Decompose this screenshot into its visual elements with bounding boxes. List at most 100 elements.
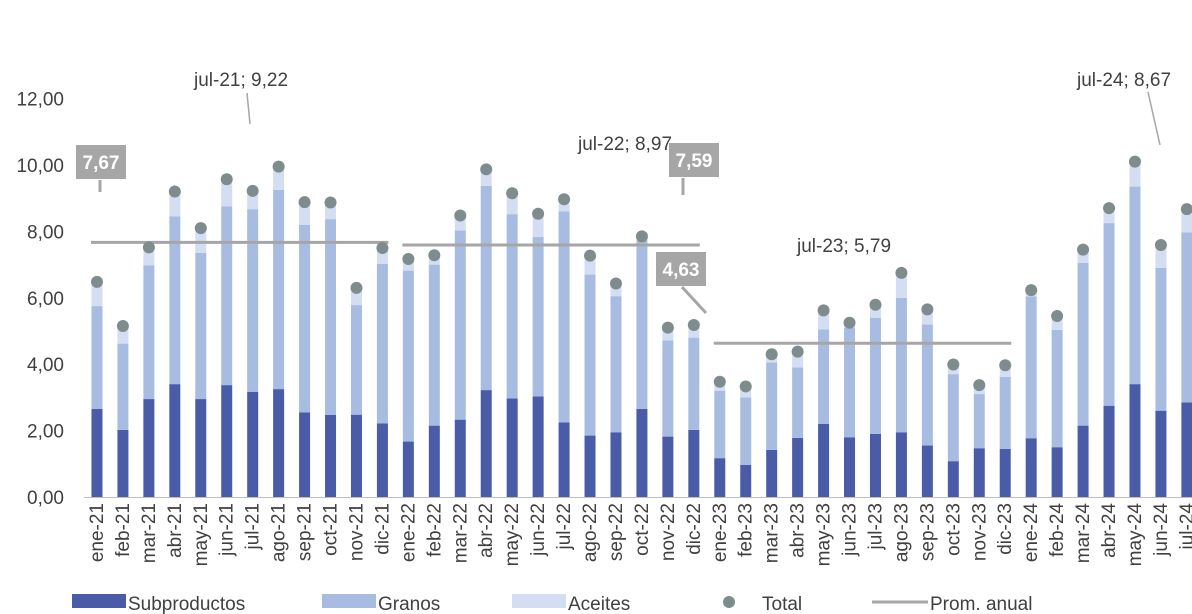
legend-label: Prom. anual bbox=[930, 594, 1032, 614]
x-tick-label: may-24 bbox=[1125, 503, 1146, 567]
total-marker bbox=[661, 321, 674, 334]
bar-aceites bbox=[558, 199, 570, 212]
bar-granos bbox=[1181, 232, 1192, 403]
bar-granos bbox=[688, 337, 700, 430]
x-tick-label: jul-21 bbox=[243, 503, 264, 550]
total-marker bbox=[1154, 239, 1167, 252]
bar-subproductos bbox=[869, 433, 881, 497]
average-label: 7,67 bbox=[83, 153, 120, 174]
bar-aceites bbox=[1051, 316, 1063, 331]
x-tick-label: ago-23 bbox=[891, 503, 912, 562]
bar-granos bbox=[247, 209, 259, 392]
bar-subproductos bbox=[688, 429, 700, 497]
bar-granos bbox=[117, 343, 129, 430]
total-marker bbox=[635, 230, 648, 243]
bar-aceites bbox=[480, 169, 492, 186]
bar-aceites bbox=[662, 327, 674, 341]
average-leader-line bbox=[680, 285, 708, 315]
bar-granos bbox=[428, 264, 440, 426]
bar-subproductos bbox=[454, 419, 466, 497]
bar-granos bbox=[1051, 330, 1063, 448]
total-marker bbox=[843, 316, 856, 329]
x-tick-label: mar-24 bbox=[1073, 503, 1094, 564]
bar-granos bbox=[921, 324, 933, 446]
legend-label: Total bbox=[762, 594, 802, 614]
bar-subproductos bbox=[221, 385, 233, 497]
bar-subproductos bbox=[895, 432, 907, 497]
bar-aceites bbox=[117, 326, 129, 344]
average-label-box bbox=[669, 143, 719, 177]
bar-aceites bbox=[921, 309, 933, 325]
total-marker bbox=[194, 222, 207, 235]
bar-granos bbox=[402, 270, 414, 442]
bar-subproductos bbox=[584, 435, 596, 497]
bar-granos bbox=[532, 237, 544, 397]
x-tick-label: jun-24 bbox=[1151, 503, 1172, 557]
bar-granos bbox=[999, 376, 1011, 449]
bar-granos bbox=[558, 211, 570, 423]
x-tick-label: sep-23 bbox=[917, 503, 938, 561]
bar-granos bbox=[610, 296, 622, 433]
x-tick-label: oct-22 bbox=[632, 503, 653, 556]
bar-subproductos bbox=[662, 436, 674, 497]
bar-aceites bbox=[221, 179, 233, 207]
y-tick-label: 2,00 bbox=[27, 422, 64, 443]
bar-granos bbox=[895, 297, 907, 433]
bar-granos bbox=[350, 305, 362, 415]
bar-subproductos bbox=[792, 437, 804, 497]
bar-aceites bbox=[454, 215, 466, 231]
x-tick-label: mar-22 bbox=[450, 503, 471, 563]
x-tick-label: jun-22 bbox=[528, 503, 549, 557]
x-tick-label: dic-21 bbox=[372, 503, 393, 555]
total-marker bbox=[454, 209, 467, 222]
bar-granos bbox=[454, 230, 466, 420]
total-marker bbox=[869, 298, 882, 311]
bar-granos bbox=[325, 219, 337, 415]
total-marker bbox=[999, 359, 1012, 372]
total-marker bbox=[298, 196, 311, 209]
bar-subproductos bbox=[714, 458, 726, 497]
x-tick-label: oct-23 bbox=[943, 503, 964, 556]
bar-aceites bbox=[869, 304, 881, 318]
bar-subproductos bbox=[169, 384, 181, 497]
average-label: 4,63 bbox=[663, 260, 700, 281]
total-marker bbox=[1103, 202, 1116, 215]
bar-granos bbox=[506, 214, 518, 399]
bar-granos bbox=[169, 216, 181, 385]
legend-label: Aceites bbox=[568, 594, 630, 614]
bar-subproductos bbox=[247, 391, 259, 497]
x-tick-label: nov-22 bbox=[658, 503, 679, 561]
total-marker bbox=[791, 345, 804, 358]
total-marker bbox=[1180, 203, 1192, 216]
total-marker bbox=[402, 252, 415, 265]
x-tick-label: nov-23 bbox=[969, 503, 990, 561]
bar-subproductos bbox=[143, 399, 155, 497]
average-label: 7,59 bbox=[676, 151, 713, 172]
x-tick-label: jun-21 bbox=[217, 503, 238, 557]
total-marker bbox=[220, 173, 233, 186]
bar-subproductos bbox=[402, 441, 414, 497]
x-tick-label: may-21 bbox=[191, 503, 212, 566]
total-marker bbox=[687, 319, 700, 332]
total-marker bbox=[142, 241, 155, 254]
bar-granos bbox=[1155, 267, 1167, 411]
bar-aceites bbox=[169, 191, 181, 217]
bar-aceites bbox=[91, 281, 103, 307]
x-tick-label: ene-24 bbox=[1021, 503, 1042, 563]
bar-subproductos bbox=[532, 396, 544, 497]
x-tick-label: dic-22 bbox=[684, 503, 705, 555]
bar-aceites bbox=[247, 190, 259, 210]
x-tick-label: jul-23 bbox=[865, 503, 886, 550]
y-tick-label: 0,00 bbox=[27, 488, 64, 509]
bar-granos bbox=[1077, 262, 1089, 426]
bar-granos bbox=[273, 189, 285, 390]
bar-aceites bbox=[506, 193, 518, 215]
x-tick-label: may-23 bbox=[814, 503, 835, 566]
x-tick-label: abr-21 bbox=[165, 503, 186, 558]
data-annotation: jul-24; 8,67 bbox=[1076, 70, 1171, 91]
bar-granos bbox=[143, 265, 155, 400]
bar-granos bbox=[766, 362, 778, 450]
bar-subproductos bbox=[1129, 384, 1141, 497]
bar-granos bbox=[221, 206, 233, 386]
